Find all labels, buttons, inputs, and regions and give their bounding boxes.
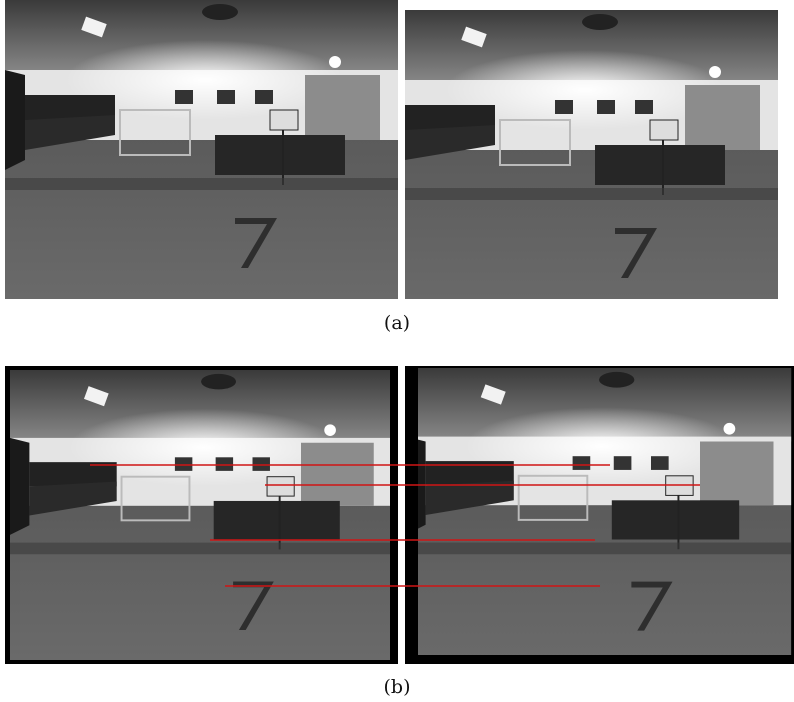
caption-b: (b)	[384, 676, 411, 698]
right-image-a	[385, 10, 778, 309]
figure: (a) (b)	[0, 0, 794, 702]
right-image-b	[406, 368, 791, 661]
page: (a) (b) (() => { const data = JSON.parse…	[0, 0, 794, 702]
left-image-a	[5, 0, 398, 299]
caption-a: (a)	[384, 312, 410, 334]
left-image-b	[10, 370, 391, 660]
